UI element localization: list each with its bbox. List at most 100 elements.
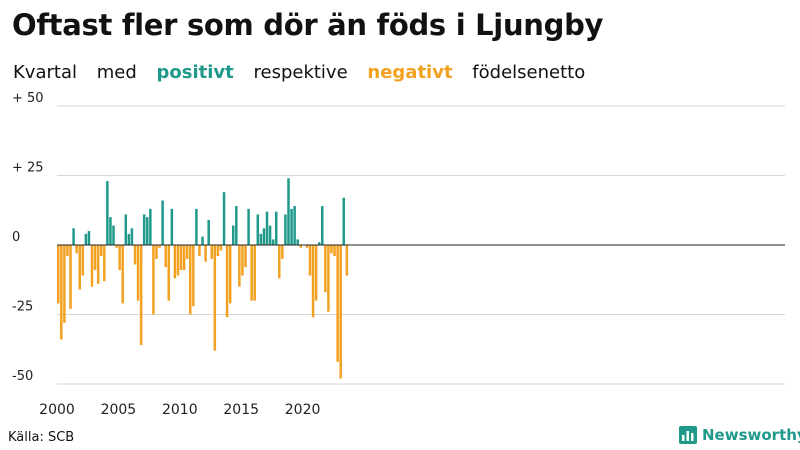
bar xyxy=(60,245,63,340)
bar xyxy=(213,245,217,351)
bar xyxy=(72,228,75,245)
bar xyxy=(69,245,72,309)
bar xyxy=(235,206,238,245)
bar xyxy=(176,245,180,276)
bar xyxy=(287,178,290,245)
bar xyxy=(262,228,266,245)
bar xyxy=(274,211,278,245)
bar xyxy=(182,245,186,271)
bar xyxy=(250,245,253,301)
bar xyxy=(330,245,333,254)
subtitle-word: Kvartal xyxy=(13,62,77,83)
bar xyxy=(103,245,106,282)
bar xyxy=(339,245,342,379)
bar xyxy=(109,217,112,245)
bar xyxy=(204,245,207,262)
bar xyxy=(278,245,281,279)
bar xyxy=(195,208,198,245)
bar xyxy=(231,225,235,245)
bar xyxy=(225,245,229,318)
bar xyxy=(84,233,88,245)
bar xyxy=(149,208,152,245)
bar xyxy=(228,245,232,304)
y-tick-label: -50 xyxy=(12,369,33,384)
bar xyxy=(115,245,118,248)
bar xyxy=(136,245,140,301)
subtitle-word: respektive xyxy=(253,62,348,83)
y-tick-label: 0 xyxy=(12,230,20,245)
bar xyxy=(78,245,81,290)
bar xyxy=(317,242,321,245)
bar xyxy=(118,245,121,271)
bar xyxy=(142,214,146,245)
bar xyxy=(90,245,94,287)
bar xyxy=(167,245,171,301)
bar xyxy=(284,214,287,245)
bar xyxy=(268,225,272,245)
bar xyxy=(124,214,128,245)
y-tick-label: -25 xyxy=(12,300,33,315)
bar xyxy=(75,245,78,254)
bar xyxy=(293,206,296,245)
bar xyxy=(207,219,210,245)
bar xyxy=(321,206,324,245)
bar xyxy=(155,245,158,259)
bar xyxy=(256,214,260,245)
legend-negative-label: negativt xyxy=(367,62,453,83)
bar xyxy=(314,245,318,301)
bar xyxy=(121,245,124,304)
subtitle-word: med xyxy=(96,62,137,83)
y-tick-label: + 50 xyxy=(12,91,44,106)
bar xyxy=(87,231,91,245)
bar xyxy=(81,245,85,276)
bar xyxy=(93,245,97,271)
bar xyxy=(210,245,213,259)
bar xyxy=(241,245,244,276)
bar xyxy=(63,245,66,323)
bar xyxy=(173,245,177,279)
bar xyxy=(66,245,69,257)
subtitle-word: födelsenetto xyxy=(472,62,586,83)
bar xyxy=(253,245,256,301)
bar xyxy=(247,208,250,245)
bar xyxy=(305,245,309,248)
bar xyxy=(106,181,109,245)
bar xyxy=(133,245,137,265)
bar xyxy=(161,200,164,245)
bar-chart-icon xyxy=(679,426,697,444)
bar xyxy=(271,239,275,245)
bar xyxy=(130,228,134,245)
bar xyxy=(164,245,167,268)
bar xyxy=(185,245,189,259)
bar xyxy=(336,245,339,362)
bar xyxy=(259,233,263,245)
chart-title: Oftast fler som dör än föds i Ljungby xyxy=(12,8,604,42)
bar xyxy=(281,245,284,259)
x-tick-label: 2005 xyxy=(101,402,137,418)
bar xyxy=(112,225,115,245)
bar xyxy=(222,192,226,245)
bar xyxy=(152,245,155,315)
bar xyxy=(311,245,315,318)
bar xyxy=(201,236,204,245)
bar xyxy=(158,245,161,248)
bar xyxy=(324,245,327,293)
bar xyxy=(219,245,223,251)
bar xyxy=(308,245,312,276)
bar xyxy=(127,233,131,245)
bar xyxy=(99,245,103,257)
bar xyxy=(179,245,183,271)
bar xyxy=(170,208,174,245)
newsworthy-logo[interactable]: Newsworthy xyxy=(679,426,800,444)
x-tick-label: 2020 xyxy=(285,402,321,418)
bar xyxy=(216,245,220,257)
bar xyxy=(345,245,349,276)
bar xyxy=(139,245,143,346)
bar xyxy=(299,245,303,248)
x-tick-label: 2010 xyxy=(162,402,198,418)
bar xyxy=(189,245,192,315)
x-tick-label: 2015 xyxy=(223,402,259,418)
bar xyxy=(333,245,336,257)
bar xyxy=(244,245,247,268)
